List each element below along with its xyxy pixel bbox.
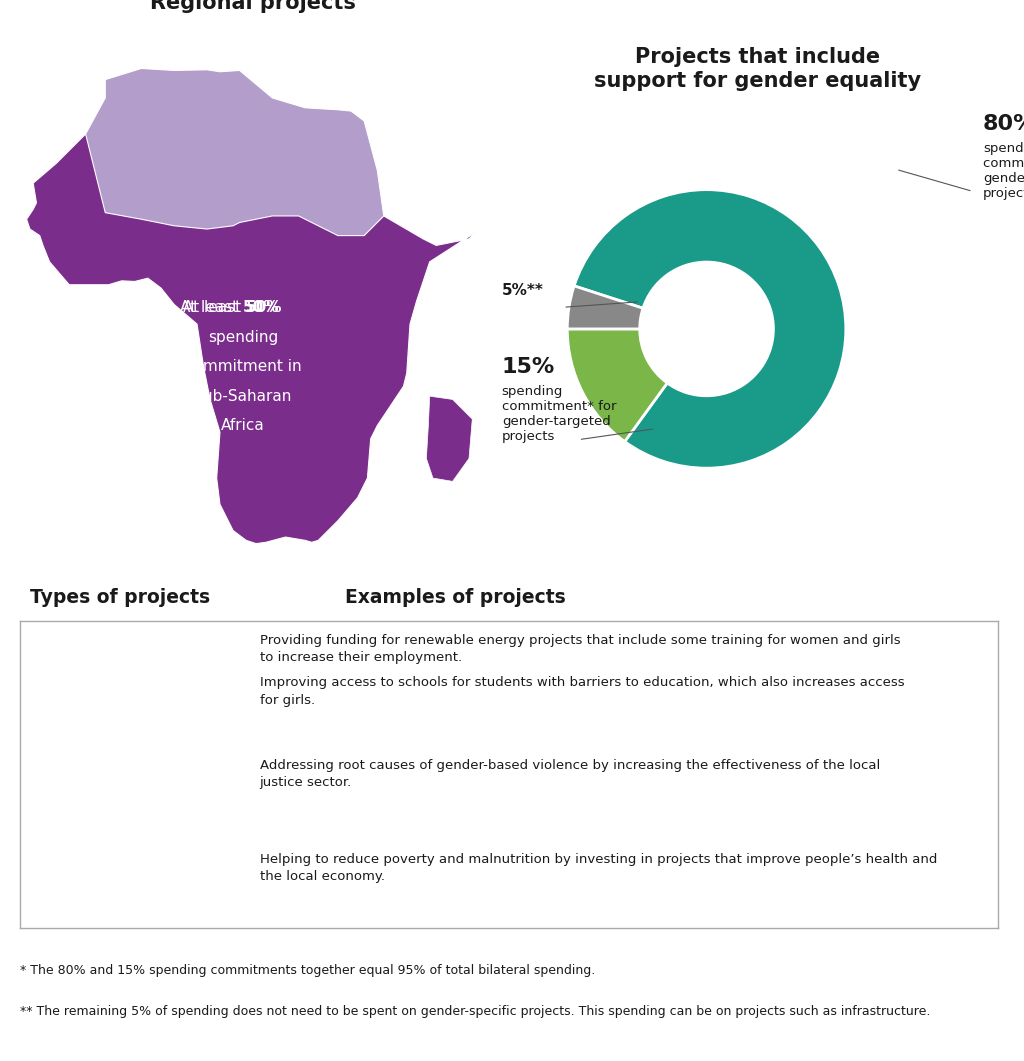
- Text: Helping to reduce poverty and malnutrition by investing in projects that improve: Helping to reduce poverty and malnutriti…: [260, 853, 937, 866]
- Text: spending: spending: [208, 330, 279, 345]
- Text: Africa: Africa: [221, 418, 265, 433]
- Text: have gender equality
as the main objective: have gender equality as the main objecti…: [36, 803, 180, 833]
- Text: 5%**: 5%**: [502, 283, 544, 298]
- Text: Projects in
sub-Saharan Africa: Projects in sub-Saharan Africa: [36, 850, 194, 884]
- Text: Examples of projects: Examples of projects: [345, 588, 565, 607]
- Text: Providing funding for renewable energy projects that include some training for w: Providing funding for renewable energy p…: [260, 633, 900, 646]
- Polygon shape: [27, 69, 475, 543]
- Text: At least 
50%
spending
commitment in
sub-Saharan
Africa: At least 50% spending commitment in sub-…: [187, 308, 304, 410]
- Wedge shape: [567, 329, 668, 441]
- Text: Projects that include
support for gender equality: Projects that include support for gender…: [594, 48, 922, 90]
- Text: commitment in: commitment in: [184, 360, 301, 375]
- Text: At least: At least: [180, 300, 243, 315]
- Text: justice sector.: justice sector.: [260, 776, 352, 789]
- Polygon shape: [27, 134, 475, 543]
- Text: spending
commitment* for
gender-integrated
projects: spending commitment* for gender-integrat…: [983, 142, 1024, 199]
- Text: Gender-integrated
projects: Gender-integrated projects: [36, 629, 190, 663]
- Text: Addressing root causes of gender-based violence by increasing the effectiveness : Addressing root causes of gender-based v…: [260, 759, 880, 771]
- Text: Gender-targeted
projects: Gender-targeted projects: [36, 756, 175, 789]
- Text: for girls.: for girls.: [260, 694, 314, 707]
- Text: include gender
equality in one or
more ways: include gender equality in one or more w…: [36, 694, 154, 740]
- Text: 80%: 80%: [983, 115, 1024, 134]
- Text: the local economy.: the local economy.: [260, 870, 385, 883]
- Text: Improving access to schools for students with barriers to education, which also : Improving access to schools for students…: [260, 677, 904, 690]
- Text: sub-Saharan: sub-Saharan: [195, 388, 291, 403]
- Text: 50%: 50%: [243, 300, 280, 315]
- Text: Regional projects: Regional projects: [150, 0, 355, 13]
- Wedge shape: [567, 285, 643, 329]
- Text: 15%: 15%: [502, 356, 555, 377]
- Polygon shape: [426, 396, 472, 482]
- Text: Types of projects: Types of projects: [31, 588, 211, 607]
- Text: 50%: 50%: [246, 300, 283, 315]
- Text: At least: At least: [183, 300, 246, 315]
- Text: spending
commitment* for
gender-targeted
projects: spending commitment* for gender-targeted…: [502, 384, 616, 442]
- Text: ** The remaining 5% of spending does not need to be spent on gender-specific pro: ** The remaining 5% of spending does not…: [20, 1005, 931, 1017]
- Text: * The 80% and 15% spending commitments together equal 95% of total bilateral spe: * The 80% and 15% spending commitments t…: [20, 963, 596, 977]
- Text: to increase their employment.: to increase their employment.: [260, 650, 462, 664]
- Wedge shape: [574, 190, 846, 468]
